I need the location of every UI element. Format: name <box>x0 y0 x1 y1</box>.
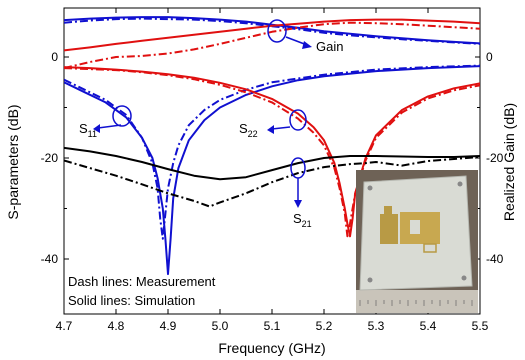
x-axis-title: Frequency (GHz) <box>218 340 325 356</box>
gain-label: Gain <box>316 39 343 54</box>
x-tick-label: 4.7 <box>56 319 73 333</box>
x-tick-label: 5.2 <box>316 319 333 333</box>
series-line-10 <box>64 156 480 208</box>
s21-label: S21 <box>293 211 312 229</box>
series-line-9 <box>64 146 480 181</box>
antenna-photo <box>356 170 478 313</box>
x-tick-label: 5.4 <box>420 319 437 333</box>
note-simulation: Solid lines: Simulation <box>68 293 195 308</box>
y-tick-label: 0 <box>51 50 58 64</box>
s22-label: S22 <box>239 121 258 139</box>
y2-axis-title: Realized Gain (dB) <box>501 103 517 221</box>
x-tick-label: 5.3 <box>368 319 385 333</box>
note-measurement: Dash lines: Measurement <box>68 274 216 289</box>
s21-circle <box>290 157 306 179</box>
gain-circle <box>267 19 287 43</box>
ticks-layer: 4.7 4.8 4.9 5.0 5.1 5.2 5.3 5.4 5.5 0 -20 -40 0 -20 -4… <box>41 8 504 333</box>
annotation-arrowheads <box>93 41 312 208</box>
series-line-7 <box>64 66 480 238</box>
x-tick-label: 4.8 <box>108 319 125 333</box>
y2-tick-label: -40 <box>486 252 504 266</box>
y2-tick-label: -20 <box>486 151 504 165</box>
series-line-3 <box>64 18 480 52</box>
y-axis-title: S-parameters (dB) <box>5 104 21 219</box>
x-tick-label: 5.5 <box>472 319 489 333</box>
y-tick-label: -20 <box>41 151 59 165</box>
s11-label: S11 <box>79 121 97 139</box>
s11-circle <box>112 105 132 127</box>
series-line-6 <box>64 64 480 240</box>
x-tick-label: 5.0 <box>212 319 229 333</box>
y2-tick-label: 0 <box>486 50 493 64</box>
series-layer <box>64 16 480 276</box>
s22-circle <box>289 109 307 131</box>
x-tick-label: 4.9 <box>160 319 177 333</box>
y-tick-label: -40 <box>41 252 59 266</box>
x-tick-label: 5.1 <box>264 319 281 333</box>
series-line-4 <box>64 21 480 70</box>
